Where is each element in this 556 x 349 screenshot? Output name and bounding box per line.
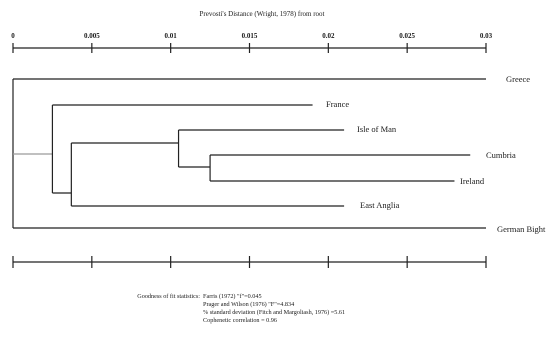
leaf-label: Cumbria	[486, 150, 516, 160]
fit-statistics: Goodness of fit statistics: Farris (1972…	[137, 293, 345, 324]
stats-heading: Goodness of fit statistics:	[137, 293, 200, 300]
top-scale-tick-label: 0.025	[399, 32, 415, 40]
leaf-label: German Bight	[497, 224, 546, 234]
axis-title: Prevosti's Distance (Wright, 1978) from …	[199, 10, 324, 18]
top-distance-scale: 0 0.005 0.01 0.015 0.02 0.025 0.03	[11, 32, 493, 53]
leaf-label: Ireland	[460, 176, 485, 186]
top-scale-tick-label: 0.03	[480, 32, 493, 40]
bottom-distance-scale	[12, 256, 487, 268]
leaf-label: France	[326, 99, 349, 109]
leaf-label: Greece	[506, 74, 530, 84]
leaf-labels: Greece France Isle of Man Cumbria Ireland Eas…	[326, 74, 546, 234]
top-scale-tick-label: 0.02	[322, 32, 335, 40]
top-scale-tick-label: 0.01	[165, 32, 178, 40]
stats-line-percent-sd: % standard deviation (Fitch and Margolia…	[203, 309, 345, 316]
top-scale-tick-label: 0	[11, 32, 15, 40]
stats-line-farris: Farris (1972) "f"=0.045	[203, 293, 262, 300]
tree-branches	[12, 78, 486, 229]
stats-line-prager: Prager and Wilson (1976) "F"=4.834	[203, 301, 294, 308]
top-scale-tick-label: 0.005	[84, 32, 100, 40]
leaf-label: Isle of Man	[357, 124, 397, 134]
top-scale-tick-label: 0.015	[242, 32, 258, 40]
stats-line-cophenetic: Cophenetic correlation = 0.96	[203, 317, 277, 324]
leaf-label: East Anglia	[360, 200, 400, 210]
